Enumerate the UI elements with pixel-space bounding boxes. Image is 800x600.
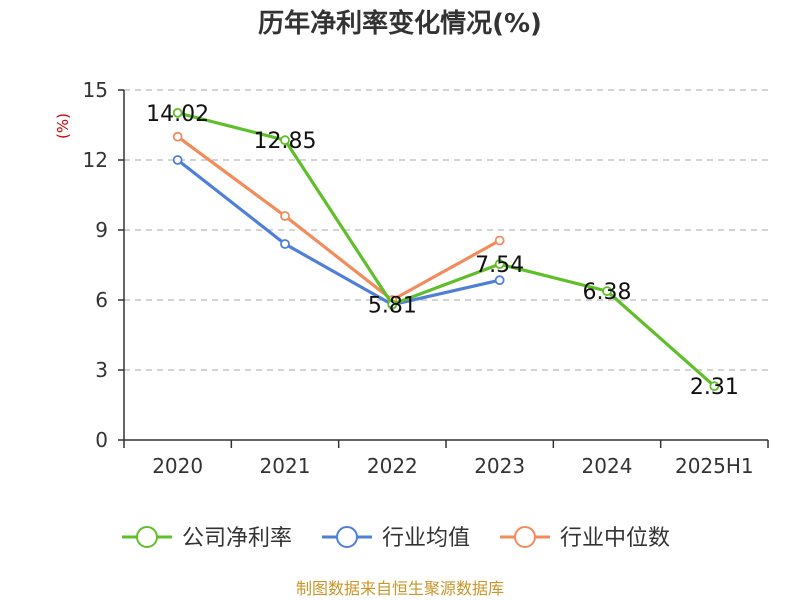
x-tick-label: 2020: [152, 454, 203, 478]
grid-lines: [124, 89, 768, 371]
series-0: [172, 107, 720, 392]
data-point: [494, 235, 505, 246]
x-tick-label: 2025H1: [675, 454, 754, 478]
series-line: [177, 111, 716, 388]
data-point: [172, 155, 183, 165]
legend-label: 公司净利率: [182, 526, 292, 551]
y-tick-label: 0: [95, 428, 108, 452]
data-point: [280, 239, 290, 249]
y-tick-label: 6: [95, 288, 108, 312]
y-tick-label: 15: [83, 78, 108, 102]
y-tick-label: 12: [83, 148, 108, 172]
legend-item-0[interactable]: 公司净利率: [122, 526, 292, 551]
axes: 0 3 6 9 12 15 2020 2021 2022 2023 2024 2025H1: [83, 78, 769, 478]
data-label: 2.31: [690, 375, 739, 400]
y-tick-label: 3: [95, 358, 108, 382]
data-point: [494, 275, 505, 286]
series-line: [176, 135, 501, 302]
y-axis-label: (%): [54, 113, 72, 139]
x-tick-label: 2024: [582, 454, 633, 478]
data-point: [172, 107, 183, 118]
legend: 公司净利率 行业均值 行业中位数: [122, 526, 670, 551]
legend-item-1[interactable]: 行业均值: [322, 526, 470, 551]
data-point: [280, 135, 290, 146]
data-labels: 14.02 12.85 5.81 7.54 6.38 2.31: [146, 102, 739, 400]
data-label: 14.02: [146, 102, 209, 127]
data-point: [494, 259, 505, 269]
legend-item-2[interactable]: 行业中位数: [500, 526, 670, 551]
legend-label: 行业中位数: [560, 526, 670, 551]
y-tick-label: 9: [95, 218, 108, 242]
data-label: 5.81: [368, 293, 417, 318]
chart-title: 历年净利率变化情况(%): [258, 8, 542, 39]
x-tick-label: 2023: [474, 454, 525, 478]
x-tick-label: 2021: [260, 454, 311, 478]
data-point: [172, 131, 183, 142]
series-line: [176, 158, 501, 307]
series-1: [172, 155, 505, 310]
series-2: [172, 131, 505, 305]
data-label: 12.85: [254, 129, 317, 154]
series-layer: [172, 107, 720, 392]
x-tick-label: 2022: [367, 454, 418, 478]
data-point: [602, 286, 612, 297]
data-point: [280, 211, 290, 221]
legend-marker: [336, 526, 358, 548]
legend-marker: [514, 526, 536, 548]
data-label: 6.38: [583, 280, 632, 305]
legend-marker: [136, 526, 158, 548]
data-label: 7.54: [475, 253, 524, 278]
source-note: 制图数据来自恒生聚源数据库: [296, 579, 504, 598]
data-point: [387, 299, 398, 310]
legend-label: 行业均值: [382, 526, 470, 551]
data-point: [709, 381, 720, 392]
